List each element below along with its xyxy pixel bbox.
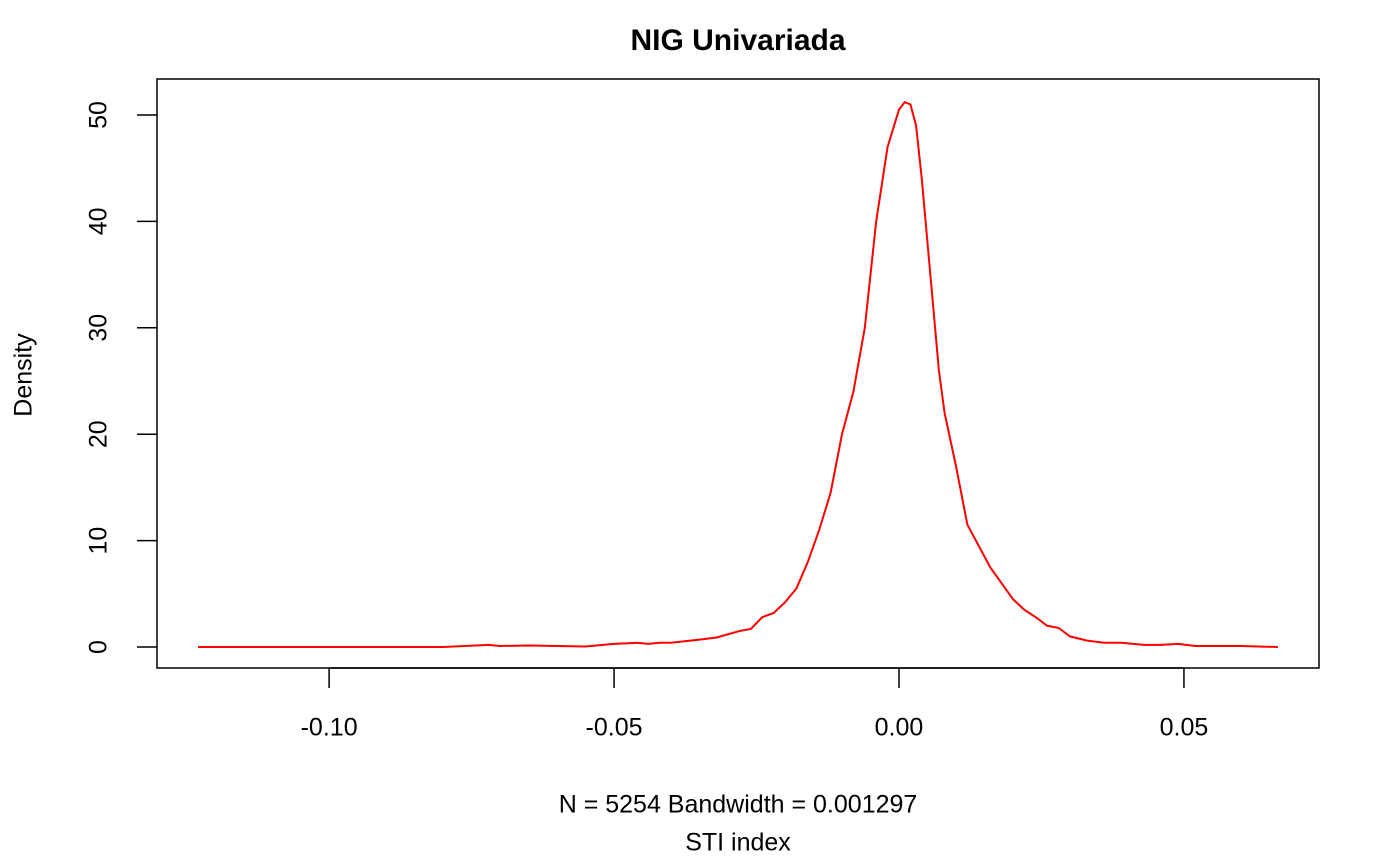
density-line bbox=[198, 101, 1278, 649]
subtitle: N = 5254 Bandwidth = 0.001297 bbox=[559, 791, 918, 819]
y-tick-label: 30 bbox=[85, 314, 113, 342]
x-tick-label: -0.10 bbox=[301, 714, 358, 742]
y-tick-label: 0 bbox=[85, 640, 113, 654]
y-tick-label: 10 bbox=[85, 527, 113, 555]
x-tick-label: -0.05 bbox=[586, 714, 643, 742]
chart-title: NIG Univariada bbox=[630, 24, 845, 57]
x-tick-label: 0.00 bbox=[875, 714, 924, 742]
y-tick-label: 50 bbox=[85, 101, 113, 129]
x-tick-label: 0.05 bbox=[1160, 714, 1209, 742]
plot-frame bbox=[156, 78, 1320, 669]
y-axis-label: Density bbox=[10, 333, 38, 417]
y-tick-label: 20 bbox=[85, 420, 113, 448]
y-tick-label: 40 bbox=[85, 207, 113, 235]
x-axis-label: STI index bbox=[685, 829, 791, 857]
